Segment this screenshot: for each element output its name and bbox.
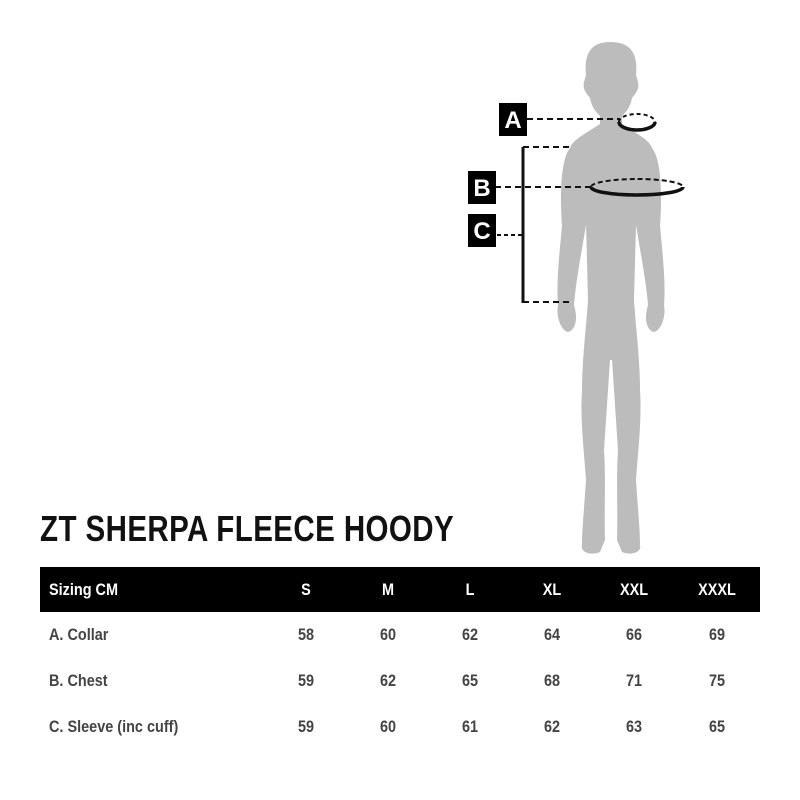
marker-c-label: C [473, 218, 490, 245]
row-label: B. Chest [49, 671, 108, 690]
size-value: 59 [297, 717, 315, 736]
size-value: 60 [379, 717, 397, 736]
human-silhouette [557, 42, 665, 554]
size-value: 62 [543, 717, 561, 736]
header-size-xl: XL [542, 580, 562, 599]
size-value: 58 [297, 625, 315, 644]
size-value: 71 [625, 671, 643, 690]
marker-a-badge [499, 103, 527, 136]
table-header: Sizing CM S M L XL XXL XXXL [40, 567, 760, 612]
size-value: 66 [625, 625, 643, 644]
marker-b-label: B [473, 175, 490, 202]
size-value: 60 [379, 625, 397, 644]
size-value: 59 [297, 671, 315, 690]
table-row: C. Sleeve (inc cuff) 59 60 61 62 63 65 [40, 717, 760, 747]
size-value: 64 [543, 625, 561, 644]
size-value: 69 [708, 625, 726, 644]
table-row: B. Chest 59 62 65 68 71 75 [40, 671, 760, 701]
product-title: ZT SHERPA FLEECE HOODY [40, 508, 455, 549]
size-value: 65 [461, 671, 479, 690]
size-value: 61 [461, 717, 479, 736]
marker-c-badge [468, 214, 496, 247]
size-value: 65 [708, 717, 726, 736]
header-size-xxxl: XXXL [698, 580, 736, 599]
size-value: 62 [461, 625, 479, 644]
row-label: A. Collar [49, 625, 109, 644]
header-sizing-cm: Sizing CM [49, 580, 119, 599]
header-size-s: S [301, 580, 311, 599]
marker-a-label: A [504, 107, 521, 134]
size-value: 63 [625, 717, 643, 736]
size-value: 62 [379, 671, 397, 690]
header-size-xxl: XXL [619, 580, 649, 599]
size-value: 68 [543, 671, 561, 690]
size-value: 75 [708, 671, 726, 690]
header-size-l: L [465, 580, 475, 599]
table-row: A. Collar 58 60 62 64 66 69 [40, 625, 760, 655]
row-label: C. Sleeve (inc cuff) [49, 717, 179, 736]
marker-b-badge [468, 171, 496, 204]
header-size-m: M [381, 580, 395, 599]
